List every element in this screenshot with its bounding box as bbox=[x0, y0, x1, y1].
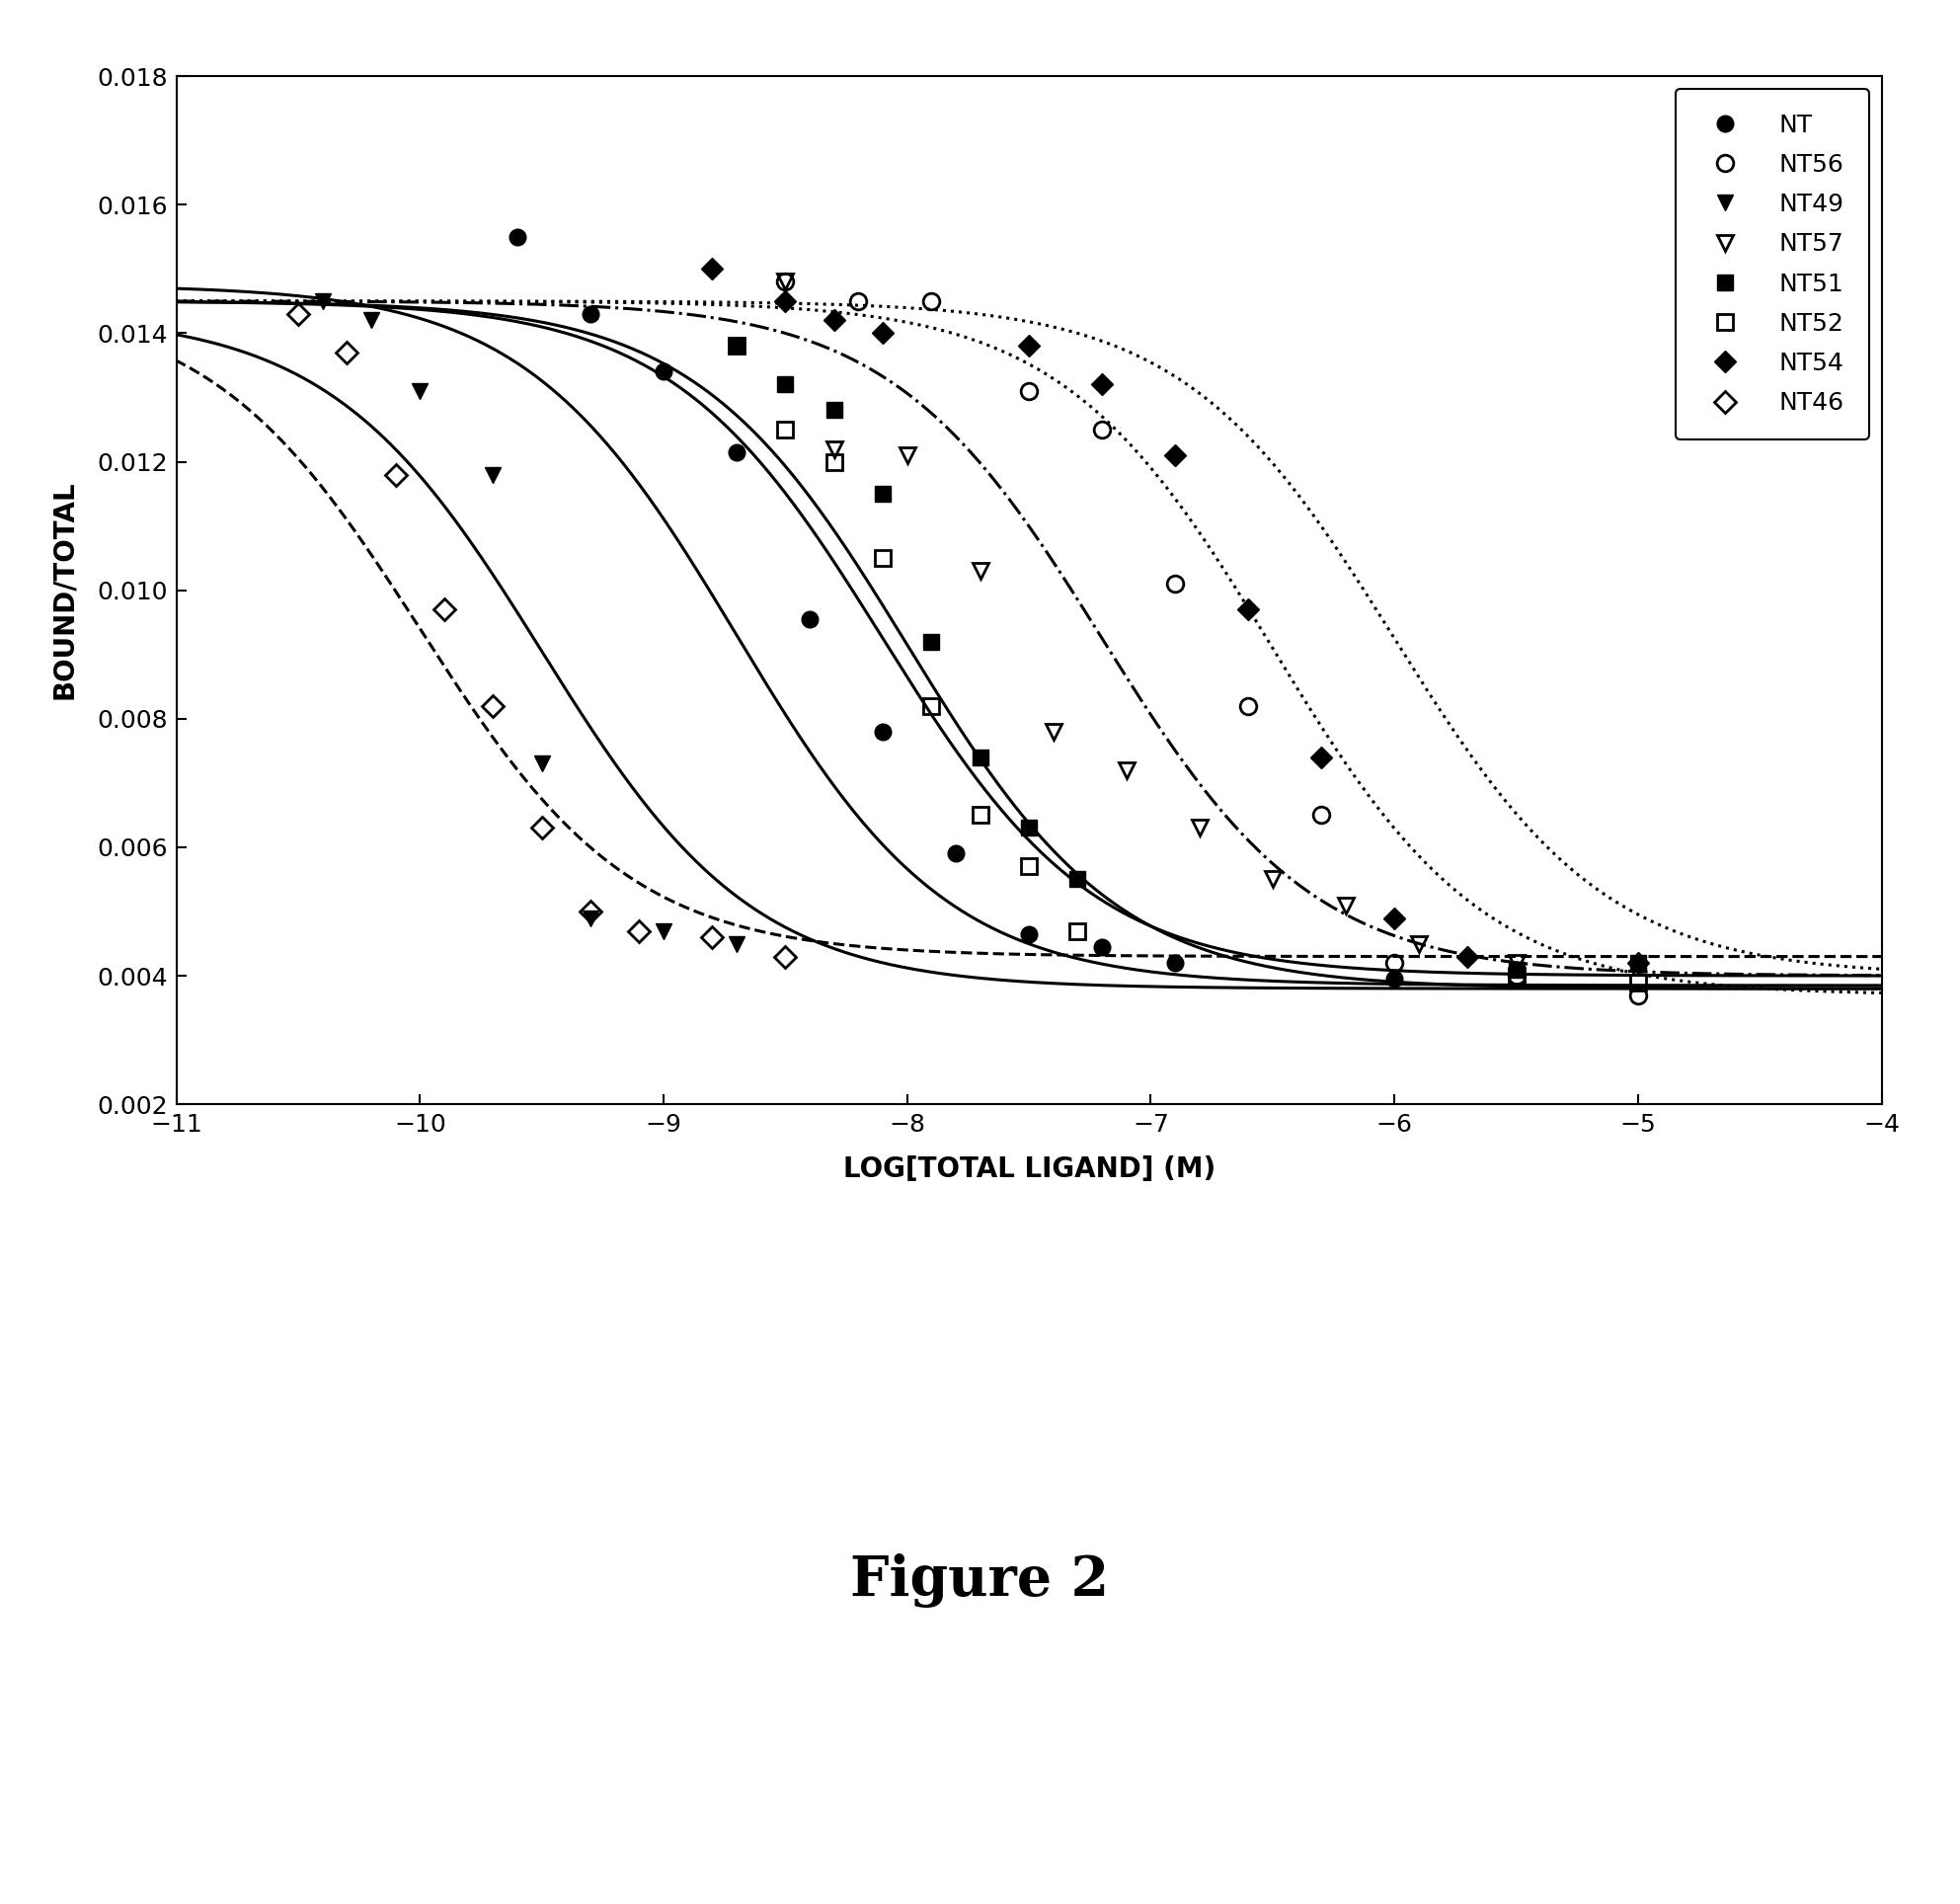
NT57 bbox=[896, 444, 919, 466]
NT bbox=[1017, 923, 1041, 946]
NT54 bbox=[774, 289, 798, 312]
Line: NT49: NT49 bbox=[314, 293, 745, 952]
NT49 bbox=[359, 308, 382, 331]
NT46 bbox=[335, 341, 359, 364]
NT bbox=[578, 303, 602, 326]
NT51 bbox=[1627, 952, 1650, 975]
NT56 bbox=[1164, 573, 1188, 596]
NT56 bbox=[1090, 419, 1113, 442]
NT51 bbox=[968, 746, 992, 769]
NT51 bbox=[1505, 958, 1529, 981]
NT56 bbox=[1505, 963, 1529, 986]
NT bbox=[870, 720, 894, 743]
Line: NT51: NT51 bbox=[729, 339, 1646, 977]
NT52 bbox=[1505, 963, 1529, 986]
NT57 bbox=[1188, 817, 1211, 840]
Line: NT54: NT54 bbox=[706, 261, 1646, 971]
NT51 bbox=[725, 335, 749, 358]
NT46 bbox=[774, 944, 798, 967]
NT49 bbox=[482, 463, 506, 486]
NT57 bbox=[968, 560, 992, 583]
NT46 bbox=[384, 463, 408, 486]
NT52 bbox=[725, 335, 749, 358]
NT56 bbox=[847, 289, 870, 312]
NT51 bbox=[870, 482, 894, 505]
Line: NT46: NT46 bbox=[290, 307, 794, 963]
NT46 bbox=[286, 303, 310, 326]
NT51 bbox=[1066, 868, 1090, 891]
NT bbox=[1090, 935, 1113, 958]
NT54 bbox=[1017, 335, 1041, 358]
NT52 bbox=[774, 419, 798, 442]
NT51 bbox=[919, 630, 943, 653]
NT57 bbox=[1260, 868, 1284, 891]
NT54 bbox=[823, 308, 847, 331]
NT57 bbox=[1407, 933, 1431, 956]
NT52 bbox=[1627, 971, 1650, 994]
NT57 bbox=[1335, 893, 1358, 916]
Line: NT: NT bbox=[510, 228, 1403, 988]
NT57 bbox=[1115, 758, 1139, 781]
NT56 bbox=[919, 289, 943, 312]
NT49 bbox=[578, 906, 602, 929]
NT52 bbox=[968, 803, 992, 826]
NT54 bbox=[1164, 444, 1188, 466]
NT57 bbox=[1041, 720, 1064, 743]
NT49 bbox=[653, 920, 676, 942]
NT bbox=[1382, 967, 1405, 990]
X-axis label: LOG[TOTAL LIGAND] (M): LOG[TOTAL LIGAND] (M) bbox=[843, 1156, 1215, 1182]
NT49 bbox=[725, 933, 749, 956]
NT54 bbox=[1090, 373, 1113, 396]
Line: NT56: NT56 bbox=[778, 274, 1646, 1003]
NT49 bbox=[408, 379, 431, 402]
NT bbox=[653, 360, 676, 383]
NT56 bbox=[1627, 984, 1650, 1007]
NT46 bbox=[482, 695, 506, 718]
NT54 bbox=[1309, 746, 1333, 769]
NT46 bbox=[578, 901, 602, 923]
NT51 bbox=[1017, 817, 1041, 840]
NT bbox=[506, 225, 529, 248]
NT57 bbox=[774, 270, 798, 293]
Legend: NT, NT56, NT49, NT57, NT51, NT52, NT54, NT46: NT, NT56, NT49, NT57, NT51, NT52, NT54, … bbox=[1676, 88, 1870, 440]
NT bbox=[725, 440, 749, 463]
NT46 bbox=[627, 920, 651, 942]
NT54 bbox=[1382, 906, 1405, 929]
Text: Figure 2: Figure 2 bbox=[851, 1554, 1109, 1607]
NT46 bbox=[529, 817, 553, 840]
NT bbox=[798, 607, 821, 630]
NT54 bbox=[870, 322, 894, 345]
NT54 bbox=[1237, 598, 1260, 621]
NT46 bbox=[433, 598, 457, 621]
NT56 bbox=[1309, 803, 1333, 826]
NT52 bbox=[870, 546, 894, 569]
NT52 bbox=[823, 449, 847, 472]
NT46 bbox=[700, 925, 723, 948]
NT57 bbox=[823, 438, 847, 461]
Line: NT52: NT52 bbox=[729, 339, 1646, 990]
NT56 bbox=[1237, 695, 1260, 718]
NT52 bbox=[1066, 920, 1090, 942]
NT bbox=[945, 842, 968, 864]
NT54 bbox=[700, 257, 723, 280]
NT51 bbox=[774, 373, 798, 396]
NT52 bbox=[1017, 855, 1041, 878]
NT56 bbox=[1017, 379, 1041, 402]
NT56 bbox=[1382, 952, 1405, 975]
NT54 bbox=[1456, 944, 1480, 967]
NT49 bbox=[312, 289, 335, 312]
NT49 bbox=[529, 752, 553, 775]
NT56 bbox=[774, 270, 798, 293]
NT57 bbox=[1505, 952, 1529, 975]
Y-axis label: BOUND/TOTAL: BOUND/TOTAL bbox=[51, 482, 78, 699]
Line: NT57: NT57 bbox=[778, 274, 1525, 971]
NT51 bbox=[823, 398, 847, 421]
NT bbox=[1164, 952, 1188, 975]
NT52 bbox=[919, 695, 943, 718]
NT54 bbox=[1627, 952, 1650, 975]
